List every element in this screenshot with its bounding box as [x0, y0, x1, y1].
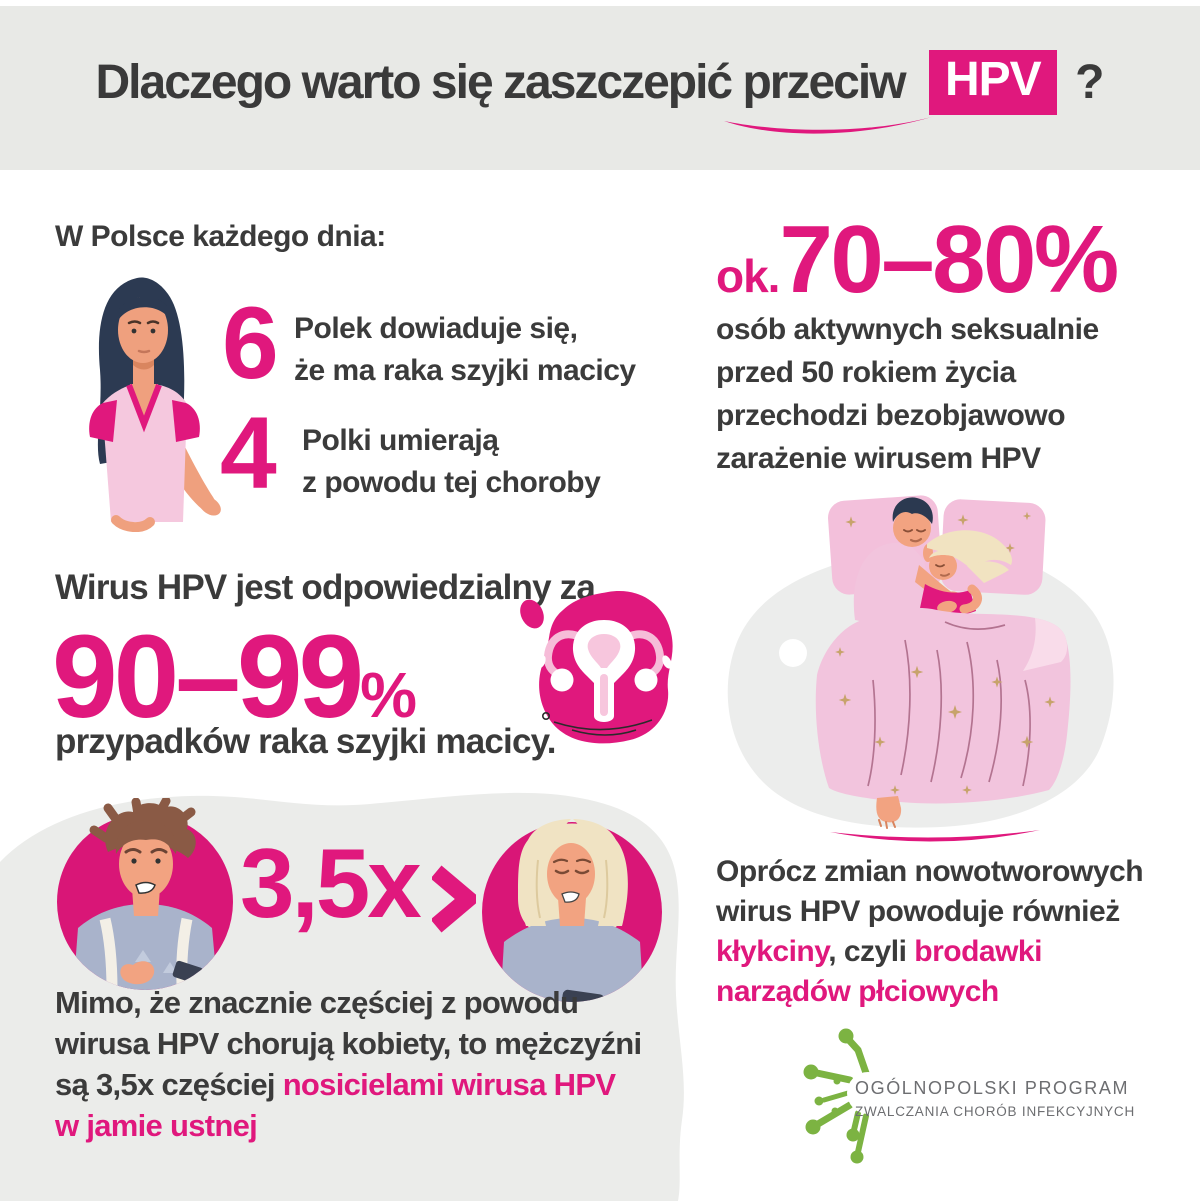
multiplier-value: 3,5x: [240, 828, 422, 938]
active-range: 70–80: [779, 206, 1036, 313]
woman-avatar: [482, 819, 662, 1002]
warts-paragraph: Oprócz zmian nowotworowych wirus HPV pow…: [716, 855, 1144, 1008]
virus-icon: [803, 1028, 880, 1164]
active-percent: %: [1033, 206, 1119, 313]
program-logo-text: OGÓLNOPOLSKI PROGRAM ZWALCZANIA CHORÓB I…: [855, 1078, 1135, 1119]
stat-text-deaths: Polki umierają z powodu tej choroby: [302, 424, 601, 499]
couple-in-bed-illustration: [727, 495, 1114, 842]
logo-line1: OGÓLNOPOLSKI PROGRAM: [855, 1078, 1130, 1098]
responsible-outro: przypadków raka szyjki macicy.: [55, 722, 556, 761]
responsible-range: 90–99%: [52, 611, 417, 743]
page-title: Dlaczego warto się zaszczepić przeciw: [95, 56, 907, 109]
active-paragraph: osób aktywnych seksualnie przed 50 rokie…: [716, 313, 1099, 475]
stat-number-diagnosed: 6: [222, 286, 279, 400]
responsible-intro: Wirus HPV jest odpowiedzialny za: [55, 568, 596, 607]
header: Dlaczego warto się zaszczepić przeciw HP…: [0, 6, 1200, 170]
daily-heading: W Polsce każdego dnia:: [55, 220, 386, 253]
swoosh-icon: [724, 116, 935, 134]
carriers-paragraph: Mimo, że znacznie częściej z powodu wiru…: [55, 985, 642, 1143]
logo-line2: ZWALCZANIA CHORÓB INFEKCYJNYCH: [855, 1104, 1136, 1119]
man-avatar: [57, 798, 233, 990]
active-prefix: ok.: [716, 250, 780, 302]
header-title-row: Dlaczego warto się zaszczepić przeciw HP…: [0, 50, 1200, 115]
stat-number-deaths: 4: [220, 396, 277, 510]
active-range-row: ok.70–80%: [716, 212, 1119, 308]
woman-illustration: [89, 277, 221, 532]
question-mark: ?: [1075, 56, 1105, 109]
hpv-badge: HPV: [928, 50, 1057, 115]
stat-text-diagnosed: Polek dowiaduje się, że ma raka szyjki m…: [294, 312, 636, 387]
greater-than-icon: [432, 865, 476, 933]
uterus-icon: [520, 591, 673, 744]
percent-sign: %: [360, 659, 417, 731]
